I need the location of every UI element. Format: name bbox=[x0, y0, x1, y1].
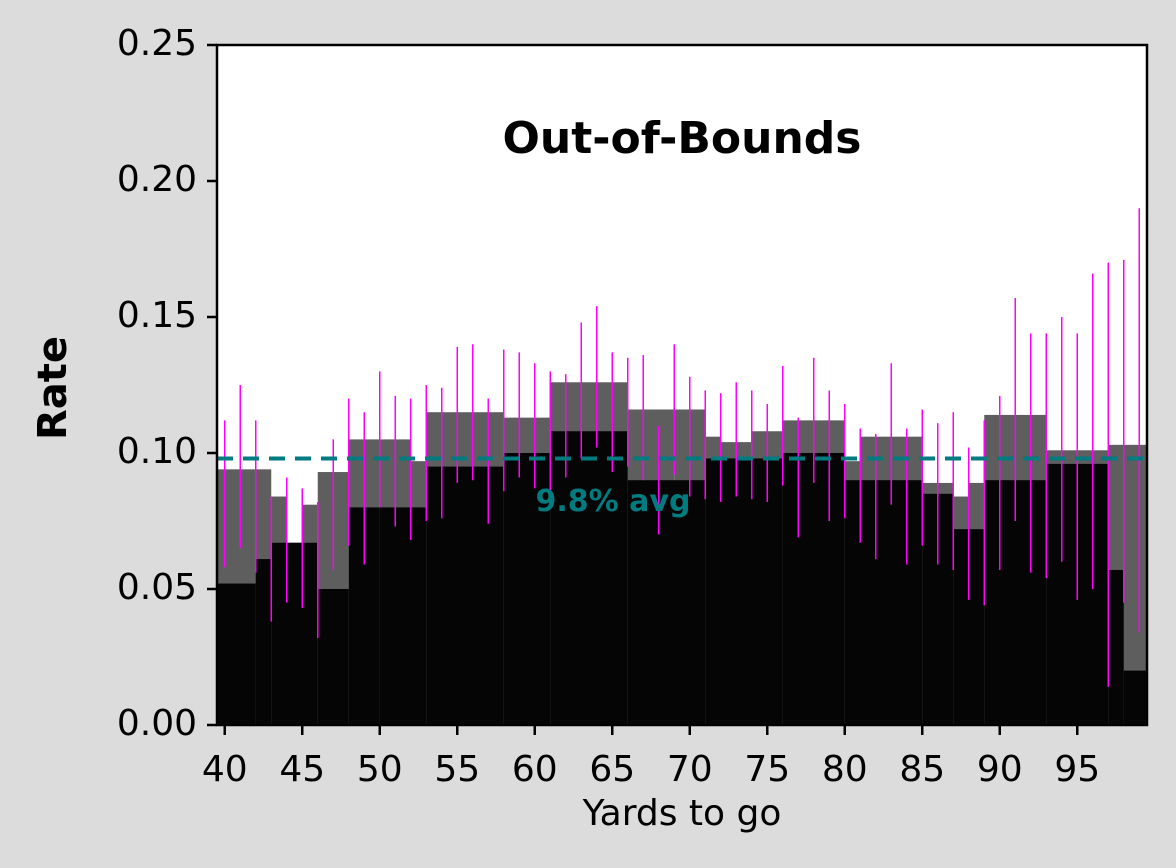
chart-title: Out-of-Bounds bbox=[503, 113, 862, 164]
x-tick-label: 60 bbox=[512, 749, 558, 790]
x-tick-label: 50 bbox=[357, 749, 403, 790]
bar bbox=[217, 583, 256, 725]
x-tick-label: 85 bbox=[899, 749, 945, 790]
plot-layer: 9.8% avg bbox=[217, 208, 1147, 725]
average-annotation: 9.8% avg bbox=[536, 484, 691, 519]
bar bbox=[1123, 670, 1147, 725]
bar bbox=[503, 453, 551, 725]
bar bbox=[782, 453, 845, 725]
bar bbox=[627, 480, 706, 725]
y-tick-label: 0.15 bbox=[117, 295, 197, 336]
x-axis-label: Yards to go bbox=[582, 793, 782, 834]
bar bbox=[1108, 569, 1124, 725]
bar bbox=[379, 507, 427, 725]
y-tick-label: 0.10 bbox=[117, 431, 197, 472]
y-tick-label: 0.00 bbox=[117, 703, 197, 744]
y-axis-label: Rate bbox=[30, 336, 76, 440]
bar bbox=[426, 466, 504, 725]
x-tick-label: 55 bbox=[434, 749, 480, 790]
bar bbox=[705, 458, 783, 725]
x-tick-label: 65 bbox=[589, 749, 635, 790]
x-tick-label: 45 bbox=[279, 749, 325, 790]
x-tick-label: 90 bbox=[977, 749, 1023, 790]
bar bbox=[271, 542, 318, 725]
x-tick-label: 70 bbox=[667, 749, 713, 790]
x-tick-label: 80 bbox=[822, 749, 868, 790]
bar bbox=[550, 431, 628, 725]
x-tick-label: 75 bbox=[744, 749, 790, 790]
bar bbox=[317, 589, 349, 725]
x-tick-label: 95 bbox=[1054, 749, 1100, 790]
x-tick-label: 40 bbox=[202, 749, 248, 790]
bar bbox=[255, 559, 272, 725]
plot-frame bbox=[215, 43, 1149, 727]
bar bbox=[844, 480, 923, 725]
y-tick-label: 0.20 bbox=[117, 159, 197, 200]
y-tick-label: 0.05 bbox=[117, 567, 197, 608]
y-tick-label: 0.25 bbox=[117, 23, 197, 64]
